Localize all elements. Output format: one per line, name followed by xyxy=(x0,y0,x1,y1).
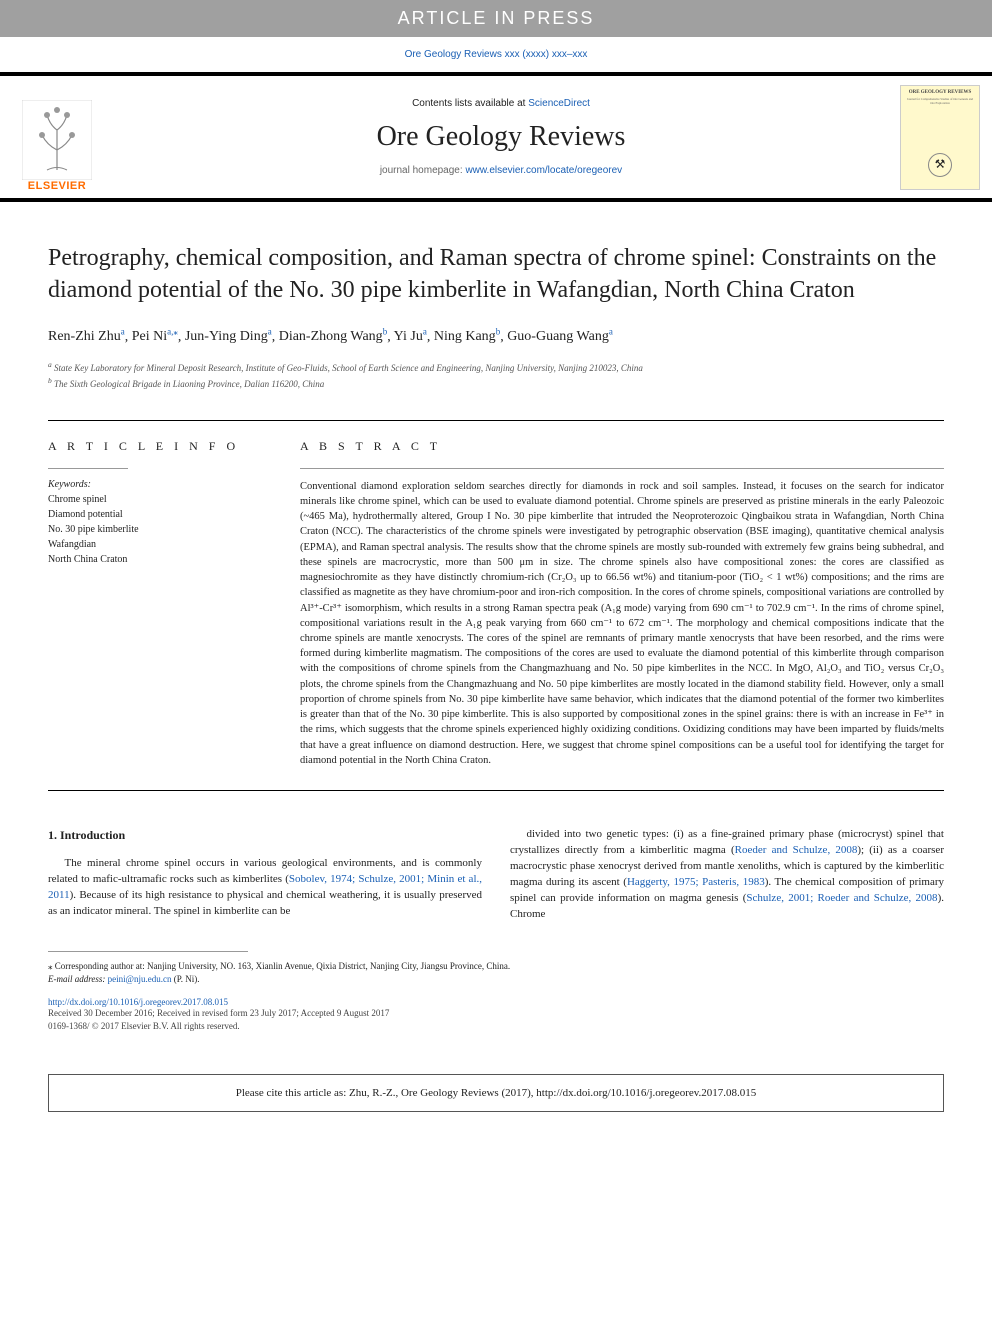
citation-link[interactable]: Schulze, 2001; Roeder and Schulze, 2008 xyxy=(746,892,937,904)
author: Guo-Guang Wanga xyxy=(507,329,613,344)
author: Yi Jua xyxy=(394,329,427,344)
contents-prefix: Contents lists available at xyxy=(412,98,528,109)
abstract-column: A B S T R A C T Conventional diamond exp… xyxy=(300,439,944,768)
cite-this-article-box: Please cite this article as: Zhu, R.-Z.,… xyxy=(48,1074,944,1112)
journal-title: Ore Geology Reviews xyxy=(102,121,900,153)
cover-thumb-subtitle: Journal for Comprehensive Studies of Ore… xyxy=(905,97,975,105)
cover-thumb-title: ORE GEOLOGY REVIEWS xyxy=(909,90,972,95)
email-footnote: E-mail address: peini@nju.edu.cn (P. Ni)… xyxy=(48,973,944,987)
main-content: Petrography, chemical composition, and R… xyxy=(0,202,992,1054)
authors-list: Ren-Zhi Zhua, Pei Nia,⁎, Jun-Ying Dinga,… xyxy=(48,325,944,349)
citation-link[interactable]: Roeder and Schulze, 2008 xyxy=(735,844,858,856)
received-dates: Received 30 December 2016; Received in r… xyxy=(48,1007,944,1021)
keyword: North China Craton xyxy=(48,552,268,567)
keywords-list: Chrome spinelDiamond potentialNo. 30 pip… xyxy=(48,492,268,567)
article-info-column: A R T I C L E I N F O Keywords: Chrome s… xyxy=(48,439,268,768)
affiliation-line: b The Sixth Geological Brigade in Liaoni… xyxy=(48,375,944,392)
article-in-press-banner: ARTICLE IN PRESS xyxy=(0,0,992,37)
keywords-label: Keywords: xyxy=(48,479,268,490)
abstract-text: Conventional diamond exploration seldom … xyxy=(300,479,944,768)
homepage-line: journal homepage: www.elsevier.com/locat… xyxy=(102,165,900,176)
sciencedirect-link[interactable]: ScienceDirect xyxy=(528,98,590,109)
author-affil-sup: a xyxy=(268,327,272,337)
intro-paragraph-1: The mineral chrome spinel occurs in vari… xyxy=(48,856,482,920)
email-suffix: (P. Ni). xyxy=(171,974,199,984)
author-affil-sup: a xyxy=(121,327,125,337)
homepage-prefix: journal homepage: xyxy=(380,165,466,176)
author-affil-sup: a,⁎ xyxy=(167,327,178,337)
author: Ren-Zhi Zhua xyxy=(48,329,125,344)
keyword: Wafangdian xyxy=(48,537,268,552)
info-abstract-row: A R T I C L E I N F O Keywords: Chrome s… xyxy=(48,420,944,791)
author: Ning Kangb xyxy=(434,329,500,344)
author: Dian-Zhong Wangb xyxy=(279,329,387,344)
author-affil-sup: a xyxy=(609,327,613,337)
citation-link[interactable]: Sobolev, 1974; Schulze, 2001; Minin et a… xyxy=(48,873,482,901)
copyright-line: 0169-1368/ © 2017 Elsevier B.V. All righ… xyxy=(48,1020,944,1034)
contents-line: Contents lists available at ScienceDirec… xyxy=(102,98,900,109)
top-citation: Ore Geology Reviews xxx (xxxx) xxx–xxx xyxy=(0,37,992,72)
homepage-link[interactable]: www.elsevier.com/locate/oregeorev xyxy=(465,165,622,176)
author: Pei Nia,⁎ xyxy=(132,329,178,344)
keyword: Diamond potential xyxy=(48,507,268,522)
keyword: No. 30 pipe kimberlite xyxy=(48,522,268,537)
affiliations: a State Key Laboratory for Mineral Depos… xyxy=(48,359,944,392)
author-affil-sup: b xyxy=(383,327,388,337)
elsevier-wordmark: ELSEVIER xyxy=(28,180,86,192)
cover-thumb-icon: ⚒ xyxy=(928,153,952,177)
journal-header: ELSEVIER Contents lists available at Sci… xyxy=(0,72,992,202)
email-label: E-mail address: xyxy=(48,974,108,984)
article-info-heading: A R T I C L E I N F O xyxy=(48,439,268,454)
affiliation-line: a State Key Laboratory for Mineral Depos… xyxy=(48,359,944,376)
paper-title: Petrography, chemical composition, and R… xyxy=(48,242,944,307)
author-affil-sup: b xyxy=(496,327,501,337)
elsevier-logo: ELSEVIER xyxy=(12,82,102,192)
corresponding-author-footnote: ⁎ Corresponding author at: Nanjing Unive… xyxy=(48,960,944,974)
doi-link[interactable]: http://dx.doi.org/10.1016/j.oregeorev.20… xyxy=(48,997,944,1007)
email-link[interactable]: peini@nju.edu.cn xyxy=(108,974,172,984)
abstract-heading: A B S T R A C T xyxy=(300,439,944,454)
intro-paragraph-2: divided into two genetic types: (i) as a… xyxy=(510,827,944,923)
journal-cover-thumbnail: ORE GEOLOGY REVIEWS Journal for Comprehe… xyxy=(900,85,980,190)
author-affil-sup: a xyxy=(423,327,427,337)
citation-link[interactable]: Haggerty, 1975; Pasteris, 1983 xyxy=(627,876,765,888)
header-center: Contents lists available at ScienceDirec… xyxy=(102,98,900,176)
intro-col-right: divided into two genetic types: (i) as a… xyxy=(510,827,944,923)
intro-col-left: 1. Introduction The mineral chrome spine… xyxy=(48,827,482,923)
footnote-separator xyxy=(48,951,248,952)
elsevier-tree-icon xyxy=(22,100,92,180)
author: Jun-Ying Dinga xyxy=(185,329,272,344)
intro-heading: 1. Introduction xyxy=(48,827,482,844)
keyword: Chrome spinel xyxy=(48,492,268,507)
introduction-section: 1. Introduction The mineral chrome spine… xyxy=(48,827,944,923)
